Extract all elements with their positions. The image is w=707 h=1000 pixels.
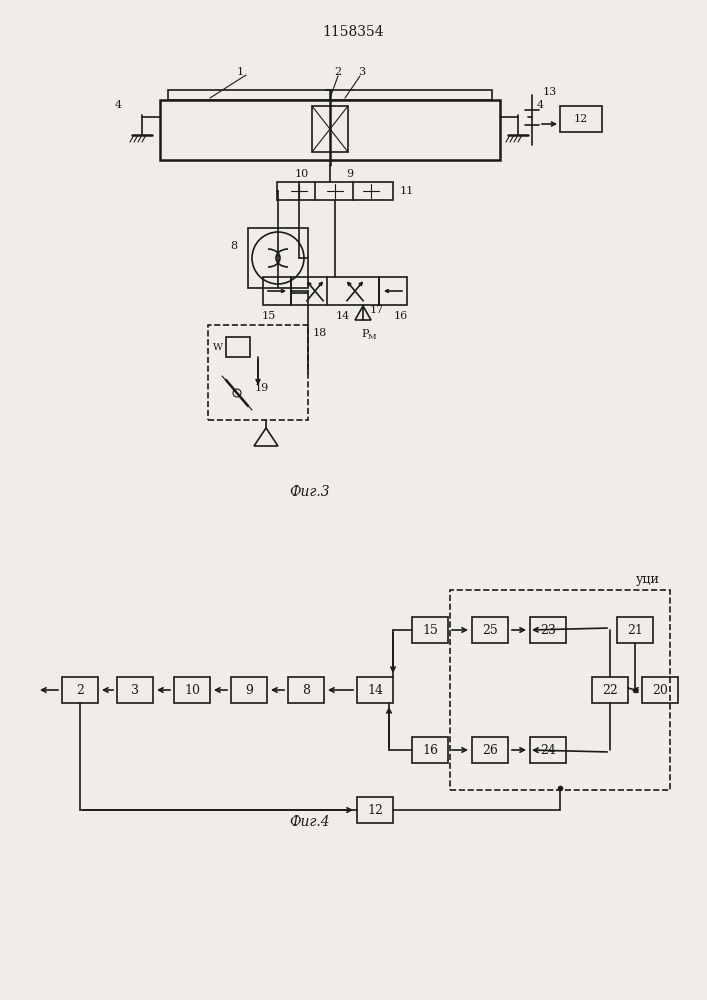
Text: 3: 3 <box>358 67 366 77</box>
Bar <box>208 325 308 420</box>
Text: 17: 17 <box>370 305 384 315</box>
Text: 26: 26 <box>482 744 498 756</box>
Bar <box>357 677 393 703</box>
Text: 21: 21 <box>627 624 643 637</box>
Text: 19: 19 <box>255 383 269 393</box>
Text: 9: 9 <box>245 684 253 696</box>
Bar <box>560 106 602 132</box>
Text: 12: 12 <box>367 804 383 816</box>
Text: 2: 2 <box>76 684 84 696</box>
Bar <box>592 677 628 703</box>
Bar <box>642 677 678 703</box>
Bar <box>472 737 508 763</box>
Text: 10: 10 <box>184 684 200 696</box>
Text: 14: 14 <box>336 311 350 321</box>
Text: 10: 10 <box>295 169 309 179</box>
Text: 4: 4 <box>537 100 544 110</box>
Text: 16: 16 <box>394 311 408 321</box>
Text: 11: 11 <box>400 186 414 196</box>
Text: 4: 4 <box>115 100 122 110</box>
Text: 24: 24 <box>540 744 556 756</box>
Bar <box>530 737 566 763</box>
Text: 15: 15 <box>262 311 276 321</box>
Text: 8: 8 <box>230 241 238 251</box>
Text: 12: 12 <box>574 114 588 124</box>
Bar <box>263 277 291 305</box>
Bar <box>226 337 250 357</box>
Text: 14: 14 <box>367 684 383 696</box>
Bar <box>412 617 448 643</box>
Text: 9: 9 <box>346 169 354 179</box>
Bar <box>617 617 653 643</box>
Bar <box>160 100 500 160</box>
Text: Фиг.3: Фиг.3 <box>290 485 330 499</box>
Bar <box>168 90 492 100</box>
Bar <box>412 737 448 763</box>
Text: 18: 18 <box>313 328 327 338</box>
Text: 15: 15 <box>422 624 438 637</box>
Text: Фиг.4: Фиг.4 <box>290 815 330 829</box>
Text: 20: 20 <box>652 684 668 696</box>
Bar <box>357 797 393 823</box>
Text: 16: 16 <box>422 744 438 756</box>
Bar <box>62 677 98 703</box>
Text: P: P <box>361 329 369 339</box>
Text: 22: 22 <box>602 684 618 696</box>
Text: M: M <box>368 333 376 341</box>
Bar <box>450 590 670 790</box>
Text: 3: 3 <box>131 684 139 696</box>
Bar <box>291 277 379 305</box>
Text: 2: 2 <box>334 67 341 77</box>
Text: 25: 25 <box>482 624 498 637</box>
Bar <box>288 677 324 703</box>
Bar <box>248 228 308 288</box>
Text: 13: 13 <box>543 87 557 97</box>
Bar <box>277 182 393 200</box>
Bar <box>379 277 407 305</box>
Text: уци: уци <box>636 574 660 586</box>
Text: W: W <box>213 342 223 352</box>
Bar <box>117 677 153 703</box>
Bar <box>312 106 348 152</box>
Text: 1: 1 <box>236 67 244 77</box>
Text: 8: 8 <box>302 684 310 696</box>
Bar <box>174 677 210 703</box>
Text: 23: 23 <box>540 624 556 637</box>
Bar <box>231 677 267 703</box>
Bar <box>472 617 508 643</box>
Text: 1158354: 1158354 <box>322 25 384 39</box>
Bar <box>530 617 566 643</box>
